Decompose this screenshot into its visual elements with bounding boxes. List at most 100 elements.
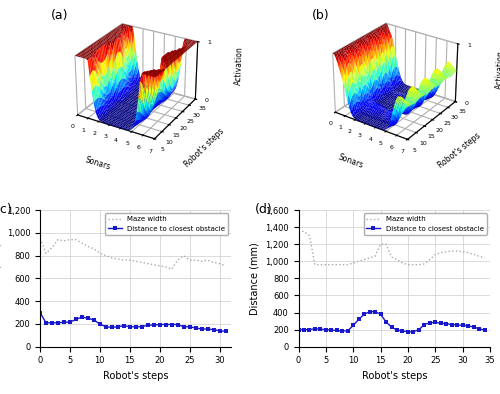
Distance to closest obstacle [438, 321, 444, 325]
Distance to closest obstacle [460, 323, 466, 328]
Distance to closest obstacle [109, 325, 115, 330]
Distance to closest obstacle [144, 323, 150, 327]
Distance to closest obstacle [378, 312, 384, 317]
Maze width [427, 257, 433, 262]
Distance to closest obstacle [448, 322, 454, 327]
Text: (c): (c) [0, 203, 12, 216]
Maze width [372, 254, 378, 258]
Distance to closest obstacle [162, 322, 168, 327]
Distance to closest obstacle [103, 324, 109, 329]
Maze width [115, 256, 121, 261]
Maze width [306, 233, 312, 238]
Maze width [132, 259, 138, 264]
Distance to closest obstacle [67, 320, 73, 325]
Distance to closest obstacle [37, 310, 43, 315]
Maze width [388, 255, 394, 259]
Maze width [460, 249, 466, 254]
X-axis label: Robot's steps: Robot's steps [103, 371, 168, 381]
Line: Maze width: Maze width [298, 231, 484, 265]
Distance to closest obstacle [465, 323, 471, 328]
Maze width [405, 262, 411, 267]
Maze width [150, 262, 156, 267]
Y-axis label: Distance (mm): Distance (mm) [250, 242, 260, 315]
Distance to closest obstacle [132, 324, 138, 329]
Maze width [400, 261, 406, 266]
Distance to closest obstacle [115, 324, 121, 329]
Maze width [334, 262, 340, 267]
Maze width [470, 252, 476, 257]
Distance to closest obstacle [394, 328, 400, 333]
Maze width [416, 262, 422, 267]
Distance to closest obstacle [97, 322, 103, 326]
Distance to closest obstacle [372, 309, 378, 314]
Line: Maze width: Maze width [40, 238, 226, 269]
Maze width [67, 237, 73, 242]
Maze width [109, 255, 115, 260]
Maze width [312, 262, 318, 267]
Maze width [49, 245, 55, 250]
Distance to closest obstacle [156, 322, 162, 327]
Distance to closest obstacle [388, 325, 394, 329]
Distance to closest obstacle [210, 327, 216, 332]
Distance to closest obstacle [55, 320, 61, 325]
Distance to closest obstacle [432, 320, 438, 325]
Distance to closest obstacle [296, 327, 302, 332]
Maze width [37, 236, 43, 241]
Distance to closest obstacle [180, 324, 186, 329]
Text: (b): (b) [312, 9, 330, 22]
Maze width [345, 262, 351, 267]
Maze width [454, 249, 460, 253]
Distance to closest obstacle [61, 320, 67, 325]
Distance to closest obstacle [85, 316, 91, 321]
Distance to closest obstacle [318, 327, 324, 332]
Distance to closest obstacle [470, 325, 476, 329]
Maze width [432, 252, 438, 257]
Maze width [162, 265, 168, 269]
Distance to closest obstacle [174, 322, 180, 327]
Distance to closest obstacle [345, 329, 351, 333]
Distance to closest obstacle [150, 323, 156, 327]
Distance to closest obstacle [350, 323, 356, 328]
Y-axis label: Robot's steps: Robot's steps [437, 131, 483, 170]
Maze width [318, 262, 324, 267]
Legend: Maze width, Distance to closest obstacle: Maze width, Distance to closest obstacle [364, 214, 486, 234]
Distance to closest obstacle [410, 329, 416, 334]
Distance to closest obstacle [192, 325, 198, 330]
Maze width [378, 242, 384, 247]
Maze width [121, 258, 127, 262]
Maze width [61, 238, 67, 243]
Maze width [73, 237, 79, 242]
Text: (a): (a) [51, 9, 68, 22]
Maze width [361, 257, 367, 262]
Maze width [198, 259, 204, 264]
Maze width [174, 258, 180, 262]
Maze width [210, 260, 216, 265]
Distance to closest obstacle [216, 329, 222, 333]
Maze width [422, 262, 428, 266]
Maze width [91, 246, 97, 251]
Text: (d): (d) [254, 203, 272, 216]
Distance to closest obstacle [328, 328, 334, 333]
X-axis label: Sonars: Sonars [84, 156, 112, 172]
Y-axis label: Distance (mm): Distance (mm) [0, 242, 1, 315]
Distance to closest obstacle [482, 328, 488, 333]
Distance to closest obstacle [198, 327, 204, 331]
Maze width [180, 253, 186, 258]
X-axis label: Sonars: Sonars [336, 153, 364, 171]
Distance to closest obstacle [400, 329, 406, 333]
Maze width [394, 257, 400, 262]
Distance to closest obstacle [43, 320, 49, 325]
Distance to closest obstacle [405, 329, 411, 334]
Distance to closest obstacle [383, 320, 389, 324]
Maze width [156, 264, 162, 268]
X-axis label: Robot's steps: Robot's steps [362, 371, 427, 381]
Maze width [356, 259, 362, 264]
Distance to closest obstacle [306, 327, 312, 332]
Distance to closest obstacle [361, 312, 367, 317]
Distance to closest obstacle [222, 329, 228, 334]
Maze width [410, 262, 416, 267]
Distance to closest obstacle [454, 323, 460, 327]
Distance to closest obstacle [427, 320, 433, 325]
Distance to closest obstacle [79, 315, 85, 320]
Maze width [97, 251, 103, 256]
